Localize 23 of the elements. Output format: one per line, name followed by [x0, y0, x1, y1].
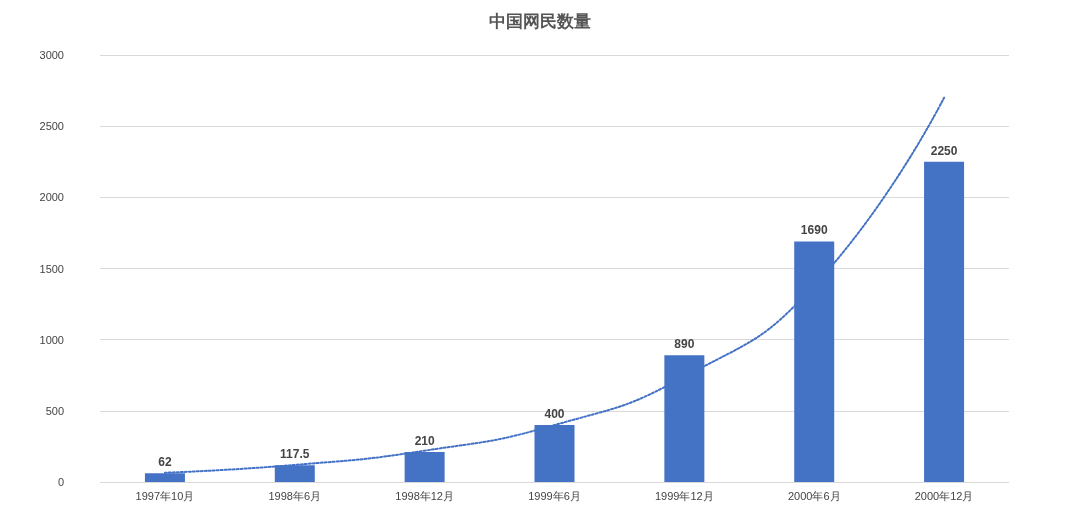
data-label: 62 [158, 455, 172, 470]
x-tick-label: 1999年12月 [655, 489, 714, 502]
data-label: 890 [674, 337, 695, 352]
data-label: 210 [414, 434, 435, 449]
x-tick-label: 1998年12月 [395, 489, 454, 502]
bar [924, 161, 965, 482]
x-tick-label: 2000年12月 [914, 489, 974, 502]
y-tick-label: 0 [57, 476, 64, 488]
y-tick-label: 500 [45, 404, 64, 417]
chart-title: 中国网民数量 [488, 12, 591, 31]
x-tick-label: 2000年6月 [787, 489, 841, 502]
x-tick-label: 1998年6月 [268, 489, 322, 502]
y-tick-label: 2500 [39, 120, 64, 133]
y-tick-label: 1000 [39, 333, 64, 346]
y-tick-label: 3000 [39, 49, 64, 61]
data-label: 2250 [930, 143, 958, 158]
y-tick-label: 1500 [39, 262, 64, 275]
data-label: 1690 [800, 223, 828, 238]
data-label: 400 [544, 407, 565, 422]
data-label: 117.5 [280, 447, 310, 462]
x-tick-label: 1997年10月 [135, 489, 195, 502]
y-tick-label: 2000 [39, 191, 64, 204]
x-tick-label: 1999年6月 [528, 489, 581, 502]
